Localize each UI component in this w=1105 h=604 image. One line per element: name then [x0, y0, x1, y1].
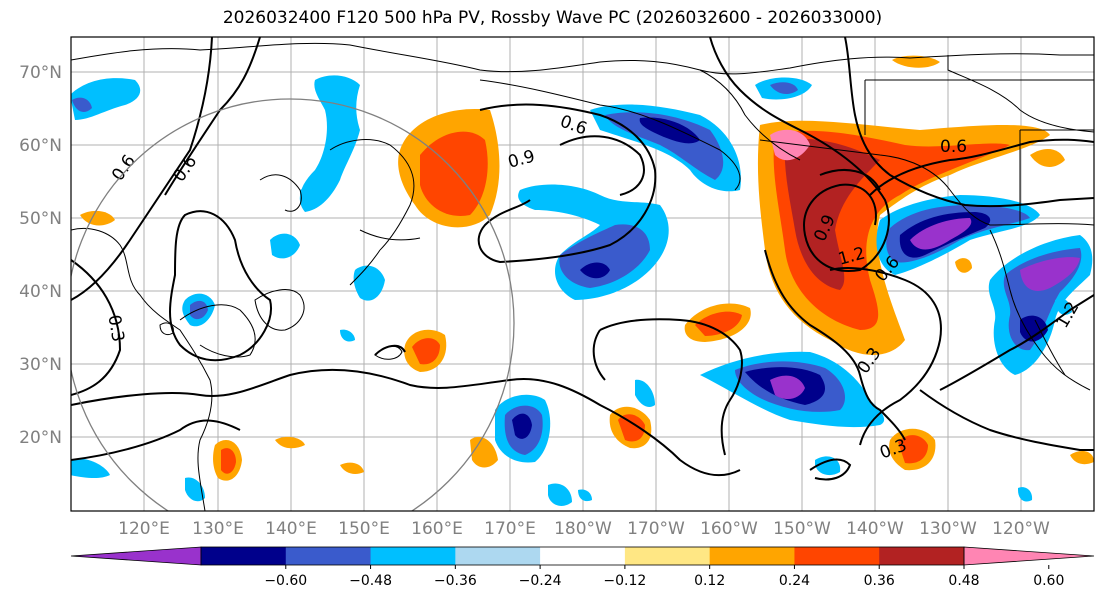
- colorbar-tick-label: −0.24: [519, 573, 562, 589]
- colorbar-tick-label: 0.36: [864, 573, 895, 589]
- contour-label-5: 0.3: [103, 313, 127, 343]
- lon-label: 160°W: [700, 519, 758, 539]
- lat-label: 70°N: [19, 63, 62, 83]
- lat-label: 60°N: [19, 136, 62, 156]
- lon-label: 120°W: [992, 519, 1050, 539]
- lat-label: 20°N: [19, 428, 62, 448]
- colorbar-bin: [624, 547, 711, 565]
- colorbar-tick-label: 0.12: [694, 573, 725, 589]
- colorbar-bin: [455, 547, 541, 565]
- colorbar-extend-high: [963, 546, 1095, 566]
- map-title: 2026032400 F120 500 hPa PV, Rossby Wave …: [222, 8, 883, 28]
- lon-label: 170°W: [627, 519, 685, 539]
- colorbar-tick-label: 0.48: [948, 573, 979, 589]
- lon-label: 150°W: [773, 519, 831, 539]
- lon-label: 140°W: [846, 519, 904, 539]
- colorbar-bin: [370, 547, 456, 565]
- coastlines: [71, 42, 1094, 511]
- colorbar: −0.60 −0.48 −0.36 −0.24 −0.12 0.12 0.24 0.36 0.4…: [70, 546, 1095, 589]
- colorbar-tick-label: −0.60: [264, 573, 307, 589]
- lon-label: 130°W: [919, 519, 977, 539]
- colorbar-outline: [200, 546, 965, 566]
- colorbar-tick-label: −0.36: [434, 573, 477, 589]
- lon-label: 130°E: [192, 519, 244, 539]
- contour-label-6: 0.6: [940, 137, 967, 157]
- reference-circle: [71, 98, 515, 511]
- lat-label: 50°N: [19, 209, 62, 229]
- colorbar-extend-low: [70, 546, 202, 566]
- colorbar-tick-label: −0.12: [603, 573, 646, 589]
- gridlines: [71, 37, 1094, 511]
- latitude-labels: 70°N 60°N 50°N 40°N 30°N 20°N: [19, 63, 62, 448]
- pv-contours: [71, 37, 1094, 481]
- colorbar-bin: [709, 547, 795, 565]
- lon-label: 150°E: [338, 519, 390, 539]
- lat-label: 40°N: [19, 282, 62, 302]
- lon-label: 140°E: [265, 519, 317, 539]
- colorbar-bin: [794, 547, 880, 565]
- map-frame: [70, 36, 1095, 512]
- lon-label: 170°E: [484, 519, 536, 539]
- lat-label: 30°N: [19, 355, 62, 375]
- colorbar-tick-label: 0.24: [779, 573, 810, 589]
- lon-label: 180°W: [554, 519, 612, 539]
- colorbar-bin: [540, 547, 626, 565]
- pv-shading: [71, 55, 1094, 506]
- colorbar-tick-label: −0.48: [349, 573, 392, 589]
- lon-label: 160°E: [411, 519, 463, 539]
- lon-label: 120°E: [118, 519, 170, 539]
- colorbar-bin: [285, 547, 372, 565]
- colorbar-bin: [201, 547, 287, 565]
- longitude-labels: 120°E 130°E 140°E 150°E 160°E 170°E 180°…: [118, 519, 1050, 539]
- colorbar-tick-label: 0.60: [1033, 573, 1064, 589]
- colorbar-bin: [879, 547, 965, 565]
